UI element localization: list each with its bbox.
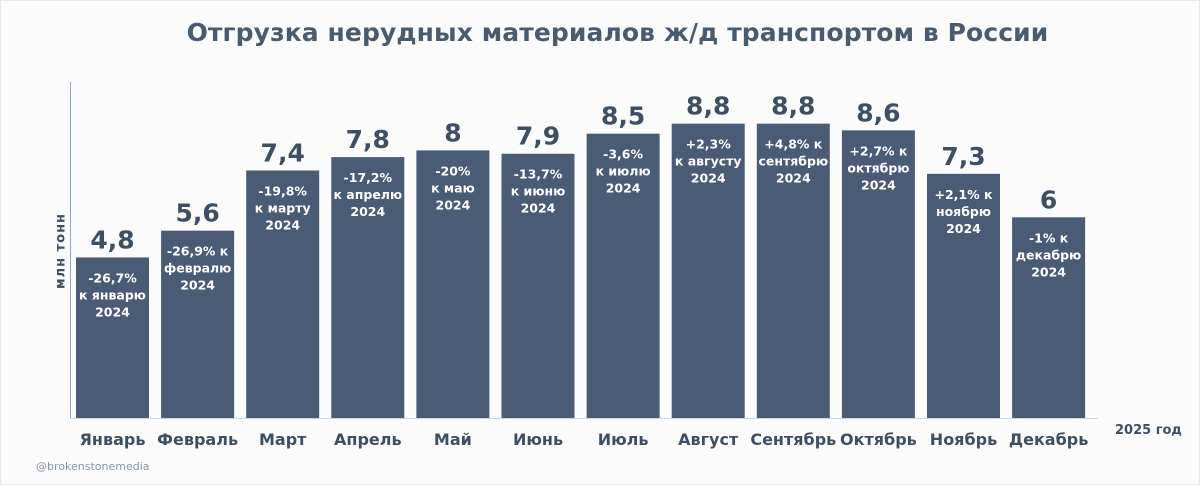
bar-change-label: к июлю xyxy=(596,164,651,179)
bar xyxy=(841,130,915,418)
bar-change-label: 2024 xyxy=(350,204,385,219)
bar-change-label: к январю xyxy=(79,287,146,302)
x-tick-label: Январь xyxy=(80,430,146,449)
bar-value-label: 4,8 xyxy=(90,225,134,254)
x-axis-label: 2025 год xyxy=(1115,423,1182,438)
bar-value-label: 7,8 xyxy=(346,125,390,154)
bar-change-label: к августу xyxy=(675,154,742,169)
x-tick-label: Июль xyxy=(598,430,649,449)
bar-value-label: 8 xyxy=(444,118,461,147)
watermark: @brokenstonemedia xyxy=(36,460,150,473)
bar xyxy=(927,173,1000,418)
bar-change-label: +2,7% к xyxy=(849,143,907,158)
chart-title: Отгрузка нерудных материалов ж/д транспо… xyxy=(186,18,1049,47)
bar xyxy=(416,150,490,418)
x-tick-label: Июнь xyxy=(513,430,563,449)
bar-change-label: -13,7% xyxy=(514,167,563,182)
bar-change-label: декабрю xyxy=(1016,247,1081,262)
bar xyxy=(756,123,830,418)
bar-change-label: к июню xyxy=(511,184,566,199)
bar-change-label: 2024 xyxy=(521,201,556,216)
bar-change-label: -26,9% к xyxy=(167,244,229,259)
bar-change-label: 2024 xyxy=(95,304,130,319)
bar-value-label: 7,9 xyxy=(516,122,560,151)
bar-value-label: 8,8 xyxy=(686,92,730,121)
x-tick-label: Апрель xyxy=(334,430,402,449)
bar-value-label: 7,4 xyxy=(261,138,305,167)
bar-change-label: 2024 xyxy=(691,171,726,186)
bar xyxy=(331,157,405,418)
bar-value-label: 8,8 xyxy=(771,92,815,121)
x-tick-label: Август xyxy=(678,430,739,449)
bar-value-label: 7,3 xyxy=(941,142,985,171)
bar-change-label: 2024 xyxy=(606,181,641,196)
bar-change-label: к марту xyxy=(255,200,311,215)
bar-value-label: 8,5 xyxy=(601,102,645,131)
x-tick-label: Ноябрь xyxy=(930,430,997,449)
x-tick-label: Март xyxy=(259,430,307,449)
bar-change-label: 2024 xyxy=(861,177,896,192)
bar-change-label: октябрю xyxy=(847,160,909,175)
x-tick-label: Февраль xyxy=(157,430,238,449)
bar-change-label: к апрелю xyxy=(333,187,402,202)
bar-change-label: сентябрю xyxy=(758,154,828,169)
bar xyxy=(161,230,235,418)
bar-change-label: -19,8% xyxy=(258,183,307,198)
bar xyxy=(671,123,745,418)
bar-change-label: 2024 xyxy=(265,217,300,232)
bar-change-label: к маю xyxy=(431,180,475,195)
x-tick-label: Декабрь xyxy=(1009,430,1089,449)
bar-change-label: ноябрю xyxy=(936,204,991,219)
x-tick-label: Октябрь xyxy=(840,430,917,449)
bar-change-label: -20% xyxy=(435,163,471,178)
bar-change-label: -1% к xyxy=(1029,230,1069,245)
x-tick-label: Сентябрь xyxy=(750,430,836,449)
bar xyxy=(246,170,320,418)
bar xyxy=(501,153,575,418)
bar-change-label: февралю xyxy=(164,261,231,276)
x-tick-label: Май xyxy=(434,430,472,449)
bar-change-label: -26,7% xyxy=(88,270,137,285)
bar xyxy=(76,257,149,418)
bar xyxy=(1012,217,1086,418)
bar-change-label: 2024 xyxy=(1031,264,1066,279)
bar-change-label: +4,8% к xyxy=(764,137,822,152)
bar-change-label: 2024 xyxy=(180,278,215,293)
bar-change-label: +2,1% к xyxy=(935,187,993,202)
bar-change-label: 2024 xyxy=(436,197,471,212)
bar-value-label: 6 xyxy=(1040,185,1057,214)
bar-value-label: 8,6 xyxy=(856,98,900,127)
bar-change-label: +2,3% xyxy=(686,137,732,152)
bar-change-label: 2024 xyxy=(946,221,981,236)
bar-change-label: -17,2% xyxy=(344,170,393,185)
bar xyxy=(586,133,660,419)
bar-change-label: 2024 xyxy=(776,171,811,186)
bar-change-label: -3,6% xyxy=(603,147,643,162)
bar-value-label: 5,6 xyxy=(175,199,219,228)
